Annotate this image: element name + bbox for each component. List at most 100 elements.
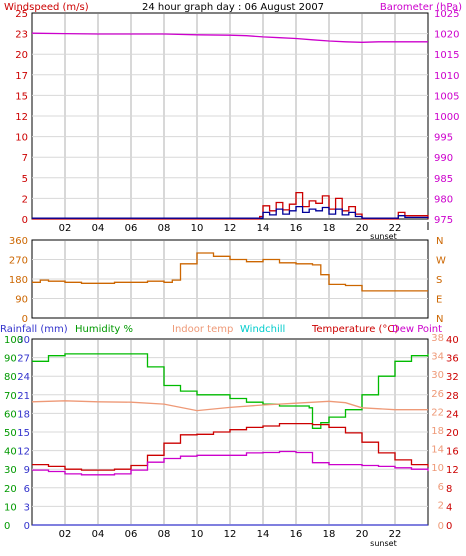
indoor-temp-tick-label: 22 bbox=[431, 407, 444, 418]
temperature-tick-label: 20 bbox=[446, 428, 459, 439]
humidity-tick-label: 60 bbox=[4, 409, 17, 420]
indoor-temp-tick-label: 2 bbox=[438, 500, 444, 511]
temperature-humidity-gridlines bbox=[32, 340, 428, 524]
barometer-axis-label: Barometer (hPa) bbox=[380, 2, 462, 13]
hour-tick-label: 20 bbox=[356, 223, 369, 234]
barometer-tick-label: 1005 bbox=[434, 91, 459, 102]
hour-tick-label: 06 bbox=[125, 223, 138, 234]
hour-tick-label: 04 bbox=[92, 223, 105, 234]
hour-tick-label: 10 bbox=[191, 529, 204, 540]
direction-tick-label: 270 bbox=[9, 256, 28, 267]
pressure-wind-gridlines bbox=[32, 14, 428, 218]
temperature-tick-label: 36 bbox=[446, 354, 459, 365]
humidity-tick-label: 30 bbox=[4, 465, 17, 476]
compass-tick-label: E bbox=[436, 295, 442, 306]
indoor-temp-tick-label: 34 bbox=[431, 352, 444, 363]
compass-tick-label: N bbox=[436, 314, 443, 325]
windspeed-tick-label: 20 bbox=[15, 50, 28, 61]
temperature-tick-label: 32 bbox=[446, 372, 459, 383]
rainfall-tick-label: 21 bbox=[17, 391, 30, 402]
barometer-tick-label: 990 bbox=[434, 153, 453, 164]
humidity-line bbox=[32, 353, 429, 429]
indoor-temp-tick-label: 18 bbox=[431, 426, 444, 437]
hour-tick-label: 20 bbox=[356, 529, 369, 540]
rainfall-tick-label: 0 bbox=[24, 521, 30, 532]
rainfall-tick-label: 27 bbox=[17, 354, 30, 365]
windspeed-axis-label: Windspeed (m/s) bbox=[4, 2, 89, 13]
indoor-temp-tick-label: 0 bbox=[438, 521, 444, 532]
legend-label: Indoor temp bbox=[172, 324, 233, 335]
rainfall-tick-label: 30 bbox=[17, 335, 30, 346]
hour-tick-label: 18 bbox=[323, 223, 336, 234]
legend-label: Windchill bbox=[240, 324, 285, 335]
windspeed-line bbox=[32, 191, 429, 220]
rainfall-tick-label: 24 bbox=[17, 372, 30, 383]
hour-tick-label: 08 bbox=[158, 223, 171, 234]
indoor-temp-tick-label: 10 bbox=[431, 463, 444, 474]
temperature-tick-label: 16 bbox=[446, 447, 459, 458]
temperature-tick-label: 12 bbox=[446, 465, 459, 476]
barometer-tick-label: 1000 bbox=[434, 112, 459, 123]
humidity-tick-label: 20 bbox=[4, 484, 17, 495]
hour-tick-label: 08 bbox=[158, 529, 171, 540]
windspeed-tick-label: 5 bbox=[22, 174, 28, 185]
windspeed-tick-label: 15 bbox=[15, 91, 28, 102]
hour-tick-label: 04 bbox=[92, 529, 105, 540]
barometer-tick-label: 980 bbox=[434, 194, 453, 205]
barometer-tick-label: 995 bbox=[434, 133, 453, 144]
indoor-temp-tick-label: 6 bbox=[438, 482, 444, 493]
legend-label: Dew Point bbox=[392, 324, 442, 335]
humidity-tick-label: 0 bbox=[4, 521, 10, 532]
temperature-tick-label: 4 bbox=[446, 502, 452, 513]
barometer-tick-label: 1020 bbox=[434, 30, 459, 41]
hour-tick-label: 14 bbox=[257, 529, 270, 540]
indoor-temp-line bbox=[31, 400, 428, 412]
barometer-tick-label: 985 bbox=[434, 174, 453, 185]
hour-tick-label: 22 bbox=[389, 223, 402, 234]
rainfall-tick-label: 6 bbox=[24, 484, 30, 495]
legend-label: Humidity % bbox=[75, 324, 133, 335]
humidity-tick-label: 70 bbox=[4, 391, 17, 402]
dew-point-line bbox=[32, 450, 429, 476]
legend-label: Temperature (°C) bbox=[311, 324, 398, 335]
hour-tick-label: 12 bbox=[224, 529, 237, 540]
hour-tick-label: 18 bbox=[323, 529, 336, 540]
rainfall-tick-label: 12 bbox=[17, 447, 30, 458]
compass-tick-label: S bbox=[436, 275, 442, 286]
rainfall-tick-label: 15 bbox=[17, 428, 30, 439]
windspeed-tick-label: 2 bbox=[22, 194, 28, 205]
legend-label: Rainfall (mm) bbox=[0, 324, 68, 335]
windspeed-tick-label: 12 bbox=[15, 112, 28, 123]
humidity-tick-label: 100 bbox=[4, 335, 23, 346]
windspeed-tick-label: 25 bbox=[15, 9, 28, 20]
windspeed-tick-label: 23 bbox=[15, 30, 28, 41]
temperature-line bbox=[32, 422, 429, 471]
wind-direction-line bbox=[32, 252, 428, 292]
hour-tick-label: 02 bbox=[59, 529, 72, 540]
compass-tick-label: W bbox=[436, 256, 446, 267]
direction-tick-label: 90 bbox=[15, 295, 28, 306]
hour-tick-label: 16 bbox=[290, 529, 303, 540]
hour-tick-label: 06 bbox=[125, 529, 138, 540]
barometer-line bbox=[31, 32, 428, 43]
hour-tick-label: 14 bbox=[257, 223, 270, 234]
indoor-temp-tick-label: 26 bbox=[431, 389, 444, 400]
temperature-tick-label: 8 bbox=[446, 484, 452, 495]
indoor-temp-tick-label: 30 bbox=[431, 370, 444, 381]
barometer-tick-label: 1025 bbox=[434, 9, 459, 20]
indoor-temp-tick-label: 14 bbox=[431, 445, 444, 456]
hour-tick-label: 10 bbox=[191, 223, 204, 234]
humidity-tick-label: 10 bbox=[4, 502, 17, 513]
pressure-wind-series bbox=[31, 32, 429, 220]
compass-tick-label: N bbox=[436, 236, 443, 247]
temperature-humidity-legend: Rainfall (mm) Humidity % Indoor temp Windch… bbox=[0, 324, 442, 335]
temperature-tick-label: 28 bbox=[446, 391, 459, 402]
temperature-tick-label: 40 bbox=[446, 335, 459, 346]
rainfall-tick-label: 3 bbox=[24, 502, 30, 513]
temperature-tick-label: 24 bbox=[446, 409, 459, 420]
wind-gust-line bbox=[32, 205, 429, 219]
hour-tick-label: 02 bbox=[59, 223, 72, 234]
graph-title: 24 hour graph day : 06 August 2007 bbox=[142, 2, 324, 13]
